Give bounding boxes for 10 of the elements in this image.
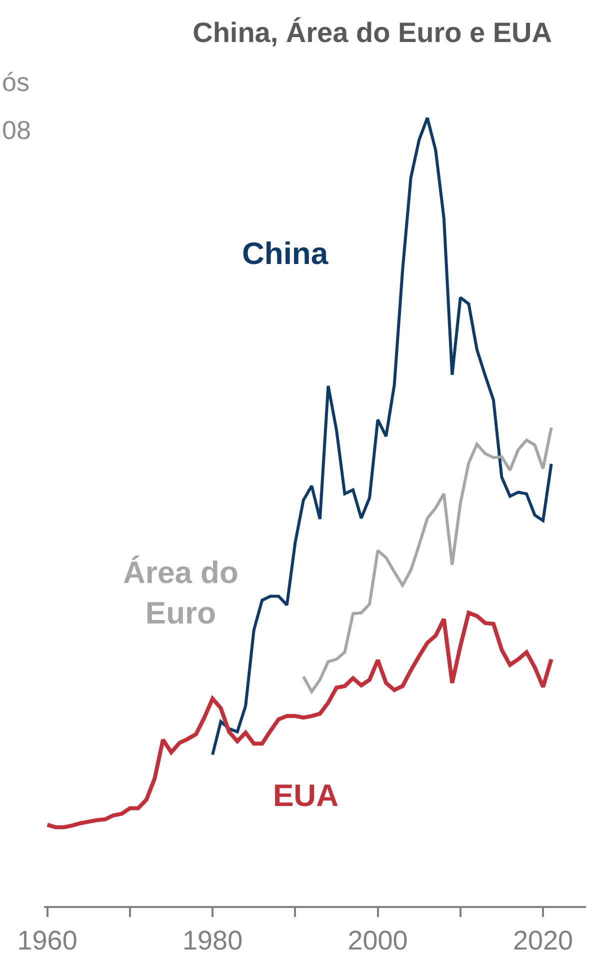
series-label: EUA <box>273 778 338 813</box>
text: 08 <box>2 115 31 145</box>
x-tick-label: 2020 <box>513 925 574 956</box>
x-tick-label: 2000 <box>348 925 408 956</box>
chart-title: China, Área do Euro e EUA <box>192 16 552 48</box>
text: China <box>242 236 329 271</box>
x-tick-label: 1980 <box>182 925 243 956</box>
x-tick-label: 1960 <box>17 925 78 956</box>
text: Área do Euro <box>123 555 238 630</box>
text: ós <box>2 67 30 97</box>
